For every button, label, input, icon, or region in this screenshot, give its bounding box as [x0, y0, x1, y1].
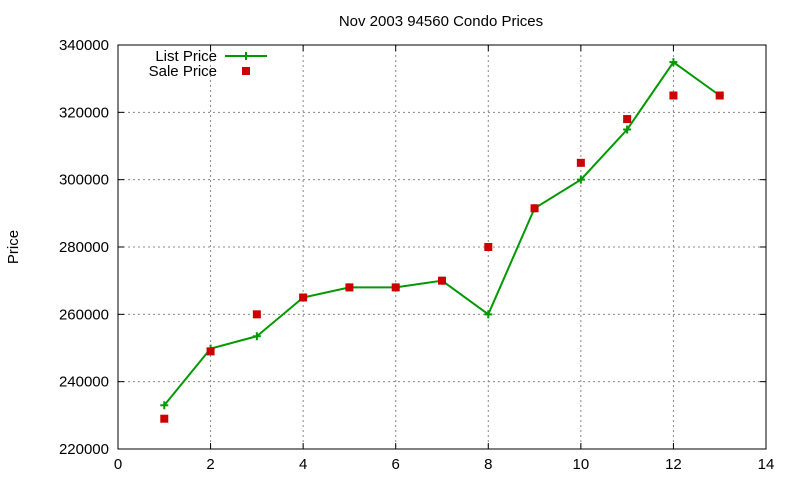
- y-tick-label: 260000: [59, 306, 109, 323]
- x-tick-label: 14: [758, 456, 775, 473]
- y-tick-label: 300000: [59, 172, 109, 189]
- sale-price-point: [391, 283, 400, 292]
- list-price-point: [669, 58, 678, 67]
- list-price-point: [160, 401, 169, 410]
- list-price-point: [576, 175, 585, 184]
- sale-price-point: [252, 310, 261, 319]
- sale-price-point: [438, 276, 446, 285]
- y-tick-label: 340000: [59, 37, 109, 54]
- sale-price-point: [206, 347, 215, 356]
- list-price-point: [623, 125, 632, 134]
- legend-label-sale-price: Sale Price: [149, 63, 217, 80]
- grid: [118, 45, 766, 449]
- sale-price-point: [299, 293, 308, 302]
- sale-price-point: [160, 414, 169, 423]
- y-tick-label: 280000: [59, 239, 109, 256]
- x-tick-label: 8: [484, 456, 492, 473]
- sale-price-point: [669, 91, 678, 100]
- y-tick-label: 220000: [59, 441, 109, 458]
- plot-frame: [117, 44, 767, 450]
- sale-price-point: [345, 283, 354, 292]
- sale-price-point: [576, 158, 585, 167]
- y-axis-label: Price: [5, 230, 22, 264]
- sale-price-point: [623, 115, 632, 124]
- x-tick-label: 12: [665, 456, 682, 473]
- chart-title: Nov 2003 94560 Condo Prices: [339, 13, 543, 30]
- series-layer: [160, 58, 724, 423]
- legend-label-list-price: List Price: [155, 48, 217, 65]
- sale-price-point: [715, 91, 724, 100]
- sale-price-point: [484, 243, 493, 251]
- x-tick-label: 6: [392, 456, 400, 473]
- list-price-line: [163, 60, 721, 406]
- x-tick-label: 0: [114, 456, 122, 473]
- legend-marker-sale-price: [242, 67, 250, 75]
- x-tick-label: 10: [573, 456, 590, 473]
- x-tick-label: 4: [299, 456, 307, 473]
- x-tick-label: 2: [206, 456, 214, 473]
- list-price-point: [484, 310, 493, 319]
- axis-ticks: 220000 240000 260000 280000 300000 320000 3400…: [59, 37, 774, 473]
- sale-price-point: [530, 204, 539, 213]
- legend-marker-list-price: [242, 52, 250, 60]
- list-price-point: [252, 332, 261, 341]
- y-tick-label: 320000: [59, 104, 109, 121]
- y-tick-label: 240000: [59, 374, 109, 391]
